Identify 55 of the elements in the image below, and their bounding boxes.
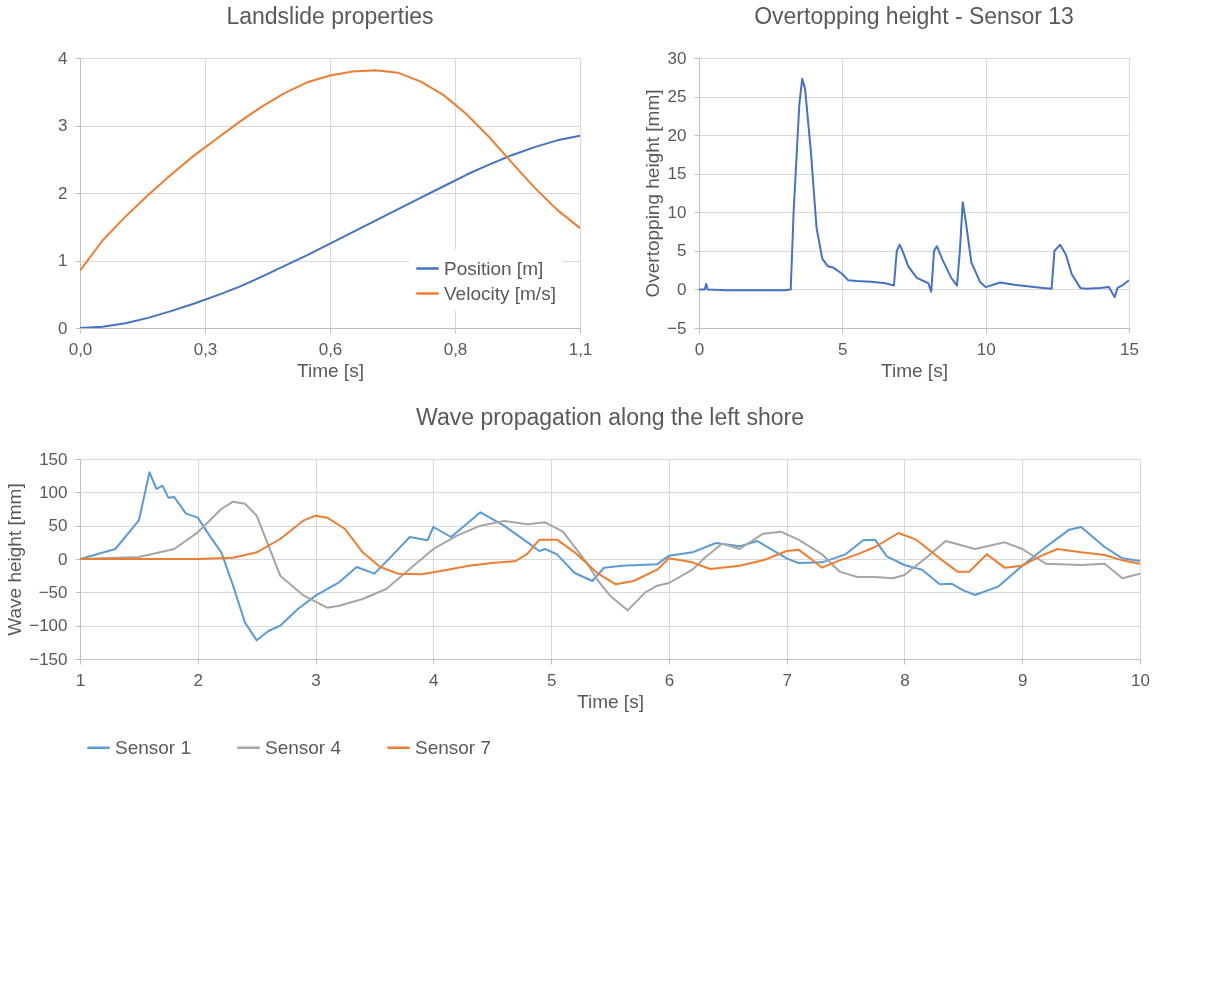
y-tick-label: 2: [58, 183, 68, 203]
x-tick-label: 10: [976, 339, 996, 359]
x-tick-label: 1,1: [568, 339, 593, 359]
y-tick-label: −100: [29, 616, 68, 636]
y-tick-label: 50: [48, 516, 68, 536]
y-tick-label: 5: [677, 241, 687, 261]
chart-title: Overtopping height - Sensor 13: [754, 3, 1074, 29]
legend-label: Sensor 4: [265, 736, 342, 758]
x-tick-label: 0,8: [443, 339, 468, 359]
x-axis-title: Time [s]: [577, 690, 644, 712]
x-tick-label: 0,6: [318, 339, 343, 359]
x-tick-label: 0: [694, 339, 705, 359]
x-tick-label: 8: [900, 670, 910, 690]
legend-label: Sensor 7: [415, 736, 492, 758]
y-tick-label: 15: [667, 164, 687, 184]
x-tick-label: 9: [1017, 670, 1028, 690]
y-axis-title: Overtopping height [mm]: [642, 89, 664, 298]
line-series: [699, 77, 1129, 299]
y-tick-label: 30: [667, 48, 687, 68]
y-tick-label: 0: [677, 279, 687, 299]
y-tick-label: 100: [39, 482, 68, 502]
y-tick-label: −50: [38, 582, 68, 602]
y-tick-label: 150: [39, 449, 68, 469]
x-tick-label: 1: [75, 670, 86, 690]
x-axis-title: Time [s]: [881, 359, 948, 381]
x-tick-label: 7: [782, 670, 792, 690]
x-tick-label: 5: [838, 339, 848, 359]
y-tick-label: 10: [667, 202, 687, 222]
legend-label: Velocity [m/s]: [444, 282, 556, 304]
x-tick-label: 4: [429, 670, 439, 690]
y-tick-label: 3: [58, 116, 68, 135]
x-axis-title: Time [s]: [297, 359, 364, 381]
x-tick-label: 15: [1120, 339, 1139, 359]
y-tick-label: 25: [667, 87, 687, 107]
line-series: [80, 514, 1140, 586]
x-tick-label: 5: [546, 670, 557, 690]
chart-title: Landslide properties: [226, 3, 434, 29]
y-tick-label: −5: [667, 318, 687, 338]
x-tick-label: 10: [1131, 670, 1150, 690]
y-axis-title: Wave height [mm]: [4, 483, 26, 636]
x-tick-label: 6: [664, 670, 675, 690]
legend-label: Position [m]: [444, 257, 544, 279]
y-tick-label: 20: [667, 125, 687, 145]
x-tick-label: 2: [193, 670, 204, 690]
y-tick-label: 1: [58, 251, 68, 270]
y-tick-label: 0: [58, 318, 68, 338]
y-tick-label: −150: [29, 649, 68, 669]
x-tick-label: 0,0: [68, 339, 93, 359]
chart-title: Wave propagation along the left shore: [416, 404, 804, 430]
legend-label: Sensor 1: [115, 736, 192, 758]
line-series: [80, 471, 1140, 642]
x-tick-label: 0,3: [193, 339, 218, 359]
x-tick-label: 3: [311, 670, 321, 690]
y-tick-label: 0: [58, 549, 68, 569]
y-tick-label: 4: [58, 48, 68, 68]
